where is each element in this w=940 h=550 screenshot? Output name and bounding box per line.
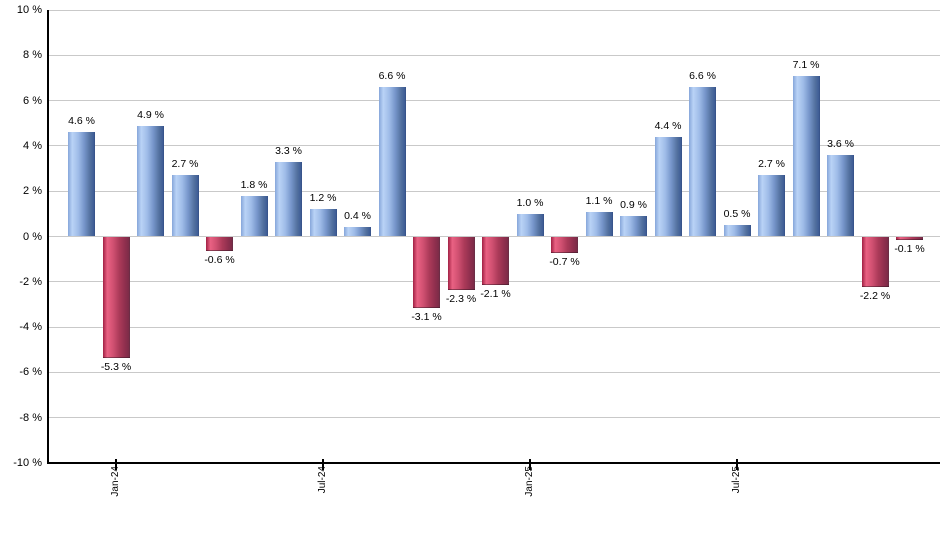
gridline xyxy=(49,54,940,56)
bar-negative xyxy=(447,236,475,290)
y-axis-tick-label: -4 % xyxy=(19,321,42,334)
bar-positive xyxy=(275,161,302,237)
x-axis-tick xyxy=(115,459,117,470)
bar-value-label: 2.7 % xyxy=(171,158,199,171)
bar-value-label: -5.3 % xyxy=(100,360,132,373)
x-axis-tick-label: Jul-24 xyxy=(317,466,328,494)
y-axis-tick-label: 2 % xyxy=(23,185,42,198)
bar-positive xyxy=(792,75,820,237)
x-axis-tick xyxy=(322,459,324,470)
gridline xyxy=(49,100,940,102)
bar-value-label: 0.5 % xyxy=(723,208,751,221)
bar-value-label: 3.6 % xyxy=(827,137,854,150)
bar-negative xyxy=(861,236,889,288)
x-axis-tick-label: Jan-25 xyxy=(524,466,535,497)
y-axis-tick-label: 8 % xyxy=(23,49,42,62)
bar-positive xyxy=(378,87,406,237)
bar-positive xyxy=(344,227,371,237)
bar-negative xyxy=(102,236,130,358)
bar-value-label: 3.3 % xyxy=(275,144,302,157)
bar-positive xyxy=(516,213,544,237)
bar-value-label: -0.6 % xyxy=(204,254,235,267)
bar-negative xyxy=(482,236,509,286)
bar-negative xyxy=(896,236,923,240)
gridline xyxy=(49,190,940,192)
bar-negative xyxy=(551,236,578,254)
bar-value-label: 6.6 % xyxy=(378,70,406,82)
gridline xyxy=(49,417,940,419)
y-axis-tick-label: 10 % xyxy=(16,4,42,16)
bar-value-label: 1.1 % xyxy=(585,194,613,207)
y-axis-tick-label: 4 % xyxy=(23,139,42,152)
bar-value-label: 0.9 % xyxy=(620,199,647,212)
y-axis-tick-label: 0 % xyxy=(23,230,42,243)
bar-value-label: 4.9 % xyxy=(137,108,164,121)
x-axis-tick xyxy=(736,459,738,470)
y-axis-tick-label: -10 % xyxy=(13,457,42,469)
y-axis-tick-label: -2 % xyxy=(19,275,42,288)
y-axis-tick-label: 6 % xyxy=(23,94,42,107)
bar-value-label: -2.2 % xyxy=(859,290,891,303)
bar-value-label: -3.1 % xyxy=(411,310,442,323)
y-axis-tick-label: -8 % xyxy=(19,411,42,424)
gridline xyxy=(49,145,940,147)
bar-positive xyxy=(309,209,337,237)
gridline xyxy=(49,326,940,328)
x-axis-tick xyxy=(529,459,531,470)
bar-negative xyxy=(413,236,440,308)
bar-value-label: 7.1 % xyxy=(792,58,820,71)
bar-positive xyxy=(171,175,199,237)
bar-value-label: 4.4 % xyxy=(654,119,682,132)
bar-value-label: 1.0 % xyxy=(516,196,544,209)
bar-positive xyxy=(689,87,716,237)
bar-value-label: -0.1 % xyxy=(894,242,925,255)
bar-positive xyxy=(585,211,613,237)
y-axis-tick-label: -6 % xyxy=(19,366,42,379)
bar-value-label: 2.7 % xyxy=(758,158,785,171)
bar-positive xyxy=(723,225,751,237)
x-axis-tick-label: Jan-24 xyxy=(110,466,121,497)
bar-value-label: 4.6 % xyxy=(68,115,95,128)
gridline xyxy=(49,9,940,11)
bar-value-label: -2.3 % xyxy=(445,292,477,305)
gridline xyxy=(49,371,940,373)
bar-positive xyxy=(68,132,95,237)
bar-value-label: -0.7 % xyxy=(549,256,580,269)
x-axis-line xyxy=(47,462,940,464)
bar-value-label: 0.4 % xyxy=(344,210,371,223)
bar-value-label: -2.1 % xyxy=(480,288,511,301)
bar-positive xyxy=(827,154,854,237)
bar-positive xyxy=(654,136,682,237)
bar-positive xyxy=(758,175,785,237)
bar-positive xyxy=(240,195,268,237)
x-axis-tick-label: Jul-25 xyxy=(731,466,742,494)
bar-value-label: 1.8 % xyxy=(240,178,268,191)
y-axis-line xyxy=(47,10,49,463)
bar-negative xyxy=(206,236,233,252)
bar-positive xyxy=(620,216,647,237)
bar-value-label: 6.6 % xyxy=(689,70,716,82)
bar-value-label: 1.2 % xyxy=(309,192,337,205)
bar-positive xyxy=(137,125,164,237)
